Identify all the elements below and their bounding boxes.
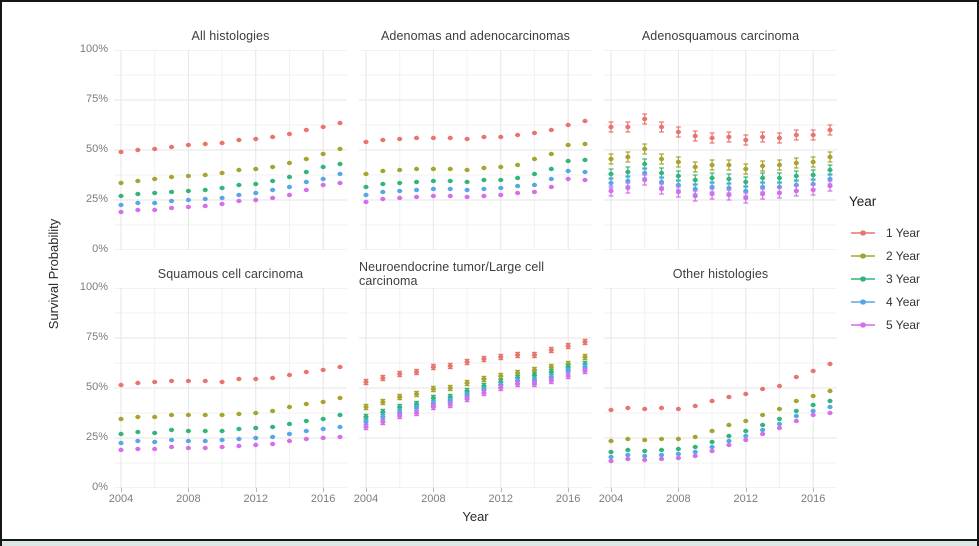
x-tick-label: 2016 <box>555 493 581 505</box>
facet-other-histologies: Other histologies <box>604 260 837 488</box>
facet-adenosquamous-carcinoma: Adenosquamous carcinoma <box>604 22 837 250</box>
x-tick-label: 2012 <box>488 493 513 505</box>
facet-plot-adenosquamous-carcinoma <box>604 50 837 250</box>
facet-neuroendocrine-large-cell: Neuroendocrine tumor/Large cell carcinom… <box>359 260 592 488</box>
y-tick-label: 0% <box>92 243 108 255</box>
facet-plot-squamous-cell-carcinoma <box>114 288 347 488</box>
legend-items: 1 Year 2 Year 3 Year 4 Year 5 Year <box>849 221 975 336</box>
legend-errorbar-point-icon <box>851 275 875 282</box>
legend-errorbar-point-icon <box>851 252 875 259</box>
legend-title: Year <box>849 194 877 209</box>
x-tick-mark <box>500 488 502 492</box>
x-axis-title: Year <box>462 509 489 524</box>
y-tick-label: 100% <box>79 43 108 55</box>
x-tick-label: 2016 <box>800 493 826 505</box>
legend-errorbar-point-icon <box>851 229 875 236</box>
y-tick-label: 100% <box>79 281 108 293</box>
x-tick-label: 2012 <box>243 493 268 505</box>
facet-plot-neuroendocrine-large-cell <box>359 288 592 488</box>
legend-item-5-year: 5 Year <box>849 313 975 336</box>
facet-title: Adenomas and adenocarcinomas <box>380 29 571 43</box>
x-tick-label: 2004 <box>353 493 379 505</box>
facet-plot-adenomas-adenocarcinomas <box>359 50 592 250</box>
facet-title: Squamous cell carcinoma <box>157 267 304 281</box>
facet-squamous-cell-carcinoma: Squamous cell carcinoma <box>114 260 347 488</box>
legend-item-4-year: 4 Year <box>849 290 975 313</box>
legend-item-label: 4 Year <box>886 294 921 309</box>
x-tick-label: 2008 <box>666 493 691 505</box>
x-tick-mark <box>745 488 747 492</box>
x-tick-mark <box>188 488 190 492</box>
x-tick-label: 2004 <box>598 493 624 505</box>
x-tick-mark <box>121 488 122 492</box>
facet-plot-other-histologies <box>604 288 837 488</box>
facet-adenomas-adenocarcinomas: Adenomas and adenocarcinomas <box>359 22 592 250</box>
y-tick-label: 25% <box>85 193 108 205</box>
legend-item-label: 1 Year <box>886 225 921 240</box>
facet-title: Neuroendocrine tumor/Large cell carcinom… <box>359 260 545 288</box>
x-tick-mark <box>323 488 325 492</box>
x-tick-mark <box>611 488 612 492</box>
legend-item-1-year: 1 Year <box>849 221 975 244</box>
bottom-edge-artifact <box>2 539 977 546</box>
facet-title: Adenosquamous carcinoma <box>641 29 800 43</box>
legend-item-label: 3 Year <box>886 271 921 286</box>
y-tick-label: 75% <box>85 331 108 343</box>
x-tick-mark <box>568 488 570 492</box>
legend-errorbar-point-icon <box>851 321 875 328</box>
x-tick-label: 2008 <box>421 493 446 505</box>
x-tick-mark <box>813 488 815 492</box>
legend-item-3-year: 3 Year <box>849 267 975 290</box>
y-tick-label: 0% <box>92 481 108 493</box>
facet-title: Other histologies <box>672 267 769 281</box>
x-tick-mark <box>433 488 435 492</box>
facet-plot-all-histologies <box>114 50 347 250</box>
x-tick-mark <box>678 488 680 492</box>
facet-all-histologies: All histologies <box>114 22 347 250</box>
y-tick-label: 50% <box>85 381 108 393</box>
x-tick-label: 2004 <box>108 493 134 505</box>
y-tick-label: 25% <box>85 431 108 443</box>
y-tick-label: 75% <box>85 93 108 105</box>
x-tick-label: 2012 <box>733 493 758 505</box>
x-tick-mark <box>255 488 257 492</box>
x-tick-mark <box>366 488 367 492</box>
legend-item-label: 5 Year <box>886 317 921 332</box>
legend-errorbar-point-icon <box>851 298 875 305</box>
x-tick-label: 2016 <box>310 493 336 505</box>
legend: Year 1 Year 2 Year 3 Year 4 Year 5 Year <box>849 194 975 336</box>
legend-item-label: 2 Year <box>886 248 921 263</box>
facet-title: All histologies <box>191 29 270 43</box>
legend-item-2-year: 2 Year <box>849 244 975 267</box>
y-tick-label: 50% <box>85 143 108 155</box>
x-tick-label: 2008 <box>176 493 201 505</box>
